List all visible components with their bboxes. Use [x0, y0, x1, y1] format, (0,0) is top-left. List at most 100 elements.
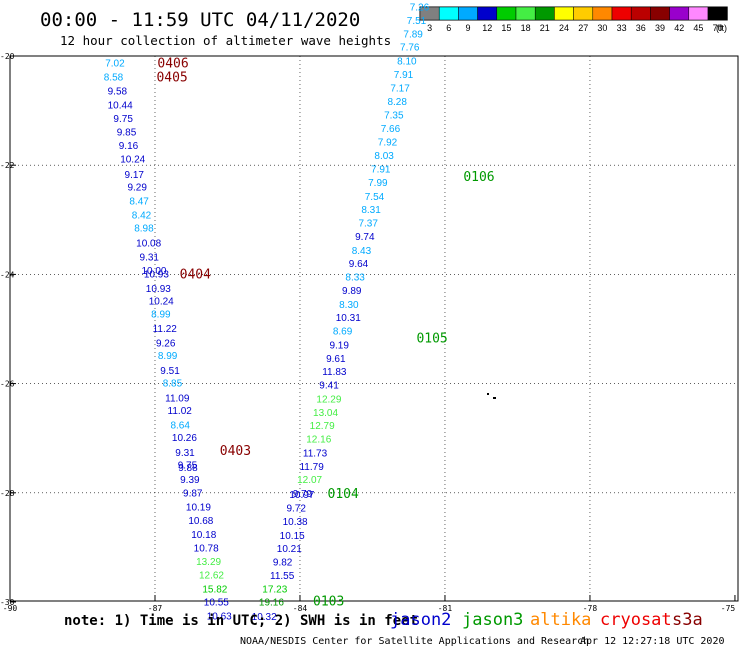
wave-height-label: 8.33 [345, 273, 365, 284]
wave-height-label: 11.79 [299, 462, 324, 473]
wave-height-label: 8.28 [387, 97, 407, 108]
satellite-legend: jason2 jason3 altika cryosat s3a [390, 610, 703, 630]
wave-height-label: 9.89 [342, 286, 362, 297]
footer-timestamp: Apr 12 12:27:18 UTC 2020 [580, 636, 725, 647]
color-swatch [515, 6, 536, 21]
wave-height-label: 8.47 [129, 197, 149, 208]
wave-height-label: 10.26 [172, 433, 197, 444]
wave-height-label: 7.51 [407, 16, 427, 27]
wave-height-label: 10.93 [146, 284, 171, 295]
wave-height-label: 9.26 [156, 339, 176, 350]
wave-height-label: 10.00 [141, 266, 166, 277]
satellite-legend-item: cryosat [600, 610, 672, 630]
pass-time-label: 0404 [180, 267, 211, 282]
color-swatch [669, 6, 690, 21]
color-swatch [688, 6, 709, 21]
wave-height-label: 9.17 [125, 170, 145, 181]
wave-height-label: 11.73 [303, 448, 328, 459]
color-scale-label: 18 [521, 23, 531, 33]
page-subtitle: 12 hour collection of altimeter wave hei… [60, 33, 391, 48]
longitude-tick-label: -75 [721, 604, 736, 613]
wave-height-label: 12.16 [306, 435, 331, 446]
longitude-tick-label: -78 [583, 604, 598, 613]
wave-height-label: 7.89 [403, 30, 423, 41]
wave-height-label: 7.54 [365, 192, 385, 203]
latitude-tick-label: -20 [0, 52, 15, 61]
wave-height-label: 7.66 [381, 124, 401, 135]
wave-height-label: 9.41 [319, 381, 339, 392]
color-swatch [477, 6, 498, 21]
pass-time-label: 0405 [156, 71, 187, 86]
wave-height-label: 7.91 [371, 164, 391, 175]
wave-height-label: 10.63 [207, 612, 232, 623]
wave-height-label: 11.22 [153, 324, 178, 335]
wave-height-label: 9.72 [286, 504, 306, 515]
wave-height-label: 8.64 [170, 421, 190, 432]
wave-height-label: 9.85 [117, 127, 137, 138]
wave-height-label: 9.88 [178, 463, 198, 474]
latitude-tick-label: -22 [0, 161, 15, 170]
color-scale-label: 21 [540, 23, 550, 33]
wave-height-label: 10.24 [120, 155, 145, 166]
longitude-tick-label: -81 [438, 604, 453, 613]
wave-height-label: 8.31 [361, 205, 381, 216]
color-scale-legend: 3 6 9 12 15 18 21 24 27 30 33 36 39 42 45 70 [419, 6, 728, 33]
pass-time-label: 0104 [328, 487, 359, 502]
color-scale-label: 24 [559, 23, 569, 33]
wave-height-label: 11.83 [322, 367, 347, 378]
color-swatch [438, 6, 459, 21]
wave-height-label: 7.76 [400, 43, 420, 54]
color-scale-unit: (ft) [716, 23, 727, 33]
wave-height-label: 17.23 [262, 584, 287, 595]
map-frame [9, 55, 739, 602]
wave-height-label: 9.82 [273, 558, 293, 569]
wave-height-label: 9.16 [119, 141, 139, 152]
color-swatch [707, 6, 728, 21]
wave-height-label: 8.42 [132, 210, 152, 221]
color-swatch [554, 6, 574, 21]
satellite-legend-item: s3a [672, 610, 703, 630]
wave-height-label: 8.30 [339, 300, 359, 311]
color-scale-label: 15 [501, 23, 511, 33]
pass-time-label: 0406 [157, 57, 188, 72]
wave-height-label: 10.15 [280, 531, 305, 542]
wave-height-label: 19.16 [259, 597, 284, 608]
color-swatch [592, 6, 613, 21]
wave-height-label: 7.17 [390, 84, 410, 95]
longitude-tick-label: -84 [293, 604, 308, 613]
color-swatch [458, 6, 478, 21]
color-scale-label: 36 [636, 23, 646, 33]
island-marker [487, 393, 496, 399]
wave-height-label: 8.99 [158, 351, 178, 362]
wave-height-label: 12.62 [199, 571, 224, 582]
wave-height-label: 10.44 [108, 101, 133, 112]
color-scale-label: 30 [597, 23, 607, 33]
latitude-tick-label: -30 [0, 598, 15, 607]
color-swatch [496, 6, 517, 21]
wave-height-label: 9.75 [113, 114, 133, 125]
wave-height-label: 9.75 [178, 460, 198, 471]
wave-height-label: 10.19 [186, 502, 211, 513]
color-scale-label: 3 [427, 23, 432, 33]
latitude-axis: -20 -22 -24 -26 -28 -30 [0, 52, 16, 607]
wave-height-label: 10.24 [149, 297, 174, 308]
wave-height-label: 7.02 [105, 59, 125, 70]
color-swatch [534, 6, 555, 21]
latitude-tick-label: -28 [0, 489, 15, 498]
pass-time-label: 0403 [220, 444, 251, 459]
wave-height-label: 11.02 [168, 406, 193, 417]
wave-height-label: 8.03 [374, 151, 394, 162]
wave-height-label: 8.58 [104, 73, 124, 84]
wave-height-label: 9.74 [355, 232, 375, 243]
color-scale-label: 39 [655, 23, 665, 33]
wave-height-label: 9.31 [175, 448, 195, 459]
color-swatch [611, 6, 632, 21]
wave-height-label: 8.43 [352, 246, 372, 257]
wave-height-label: 7.35 [384, 110, 404, 121]
wave-height-label: 10.08 [136, 239, 161, 250]
wave-height-label: 12.79 [310, 421, 335, 432]
wave-height-label: 10.32 [252, 612, 277, 623]
wave-height-label: 9.79 [293, 489, 313, 500]
wave-height-label: 9.31 [140, 252, 160, 263]
